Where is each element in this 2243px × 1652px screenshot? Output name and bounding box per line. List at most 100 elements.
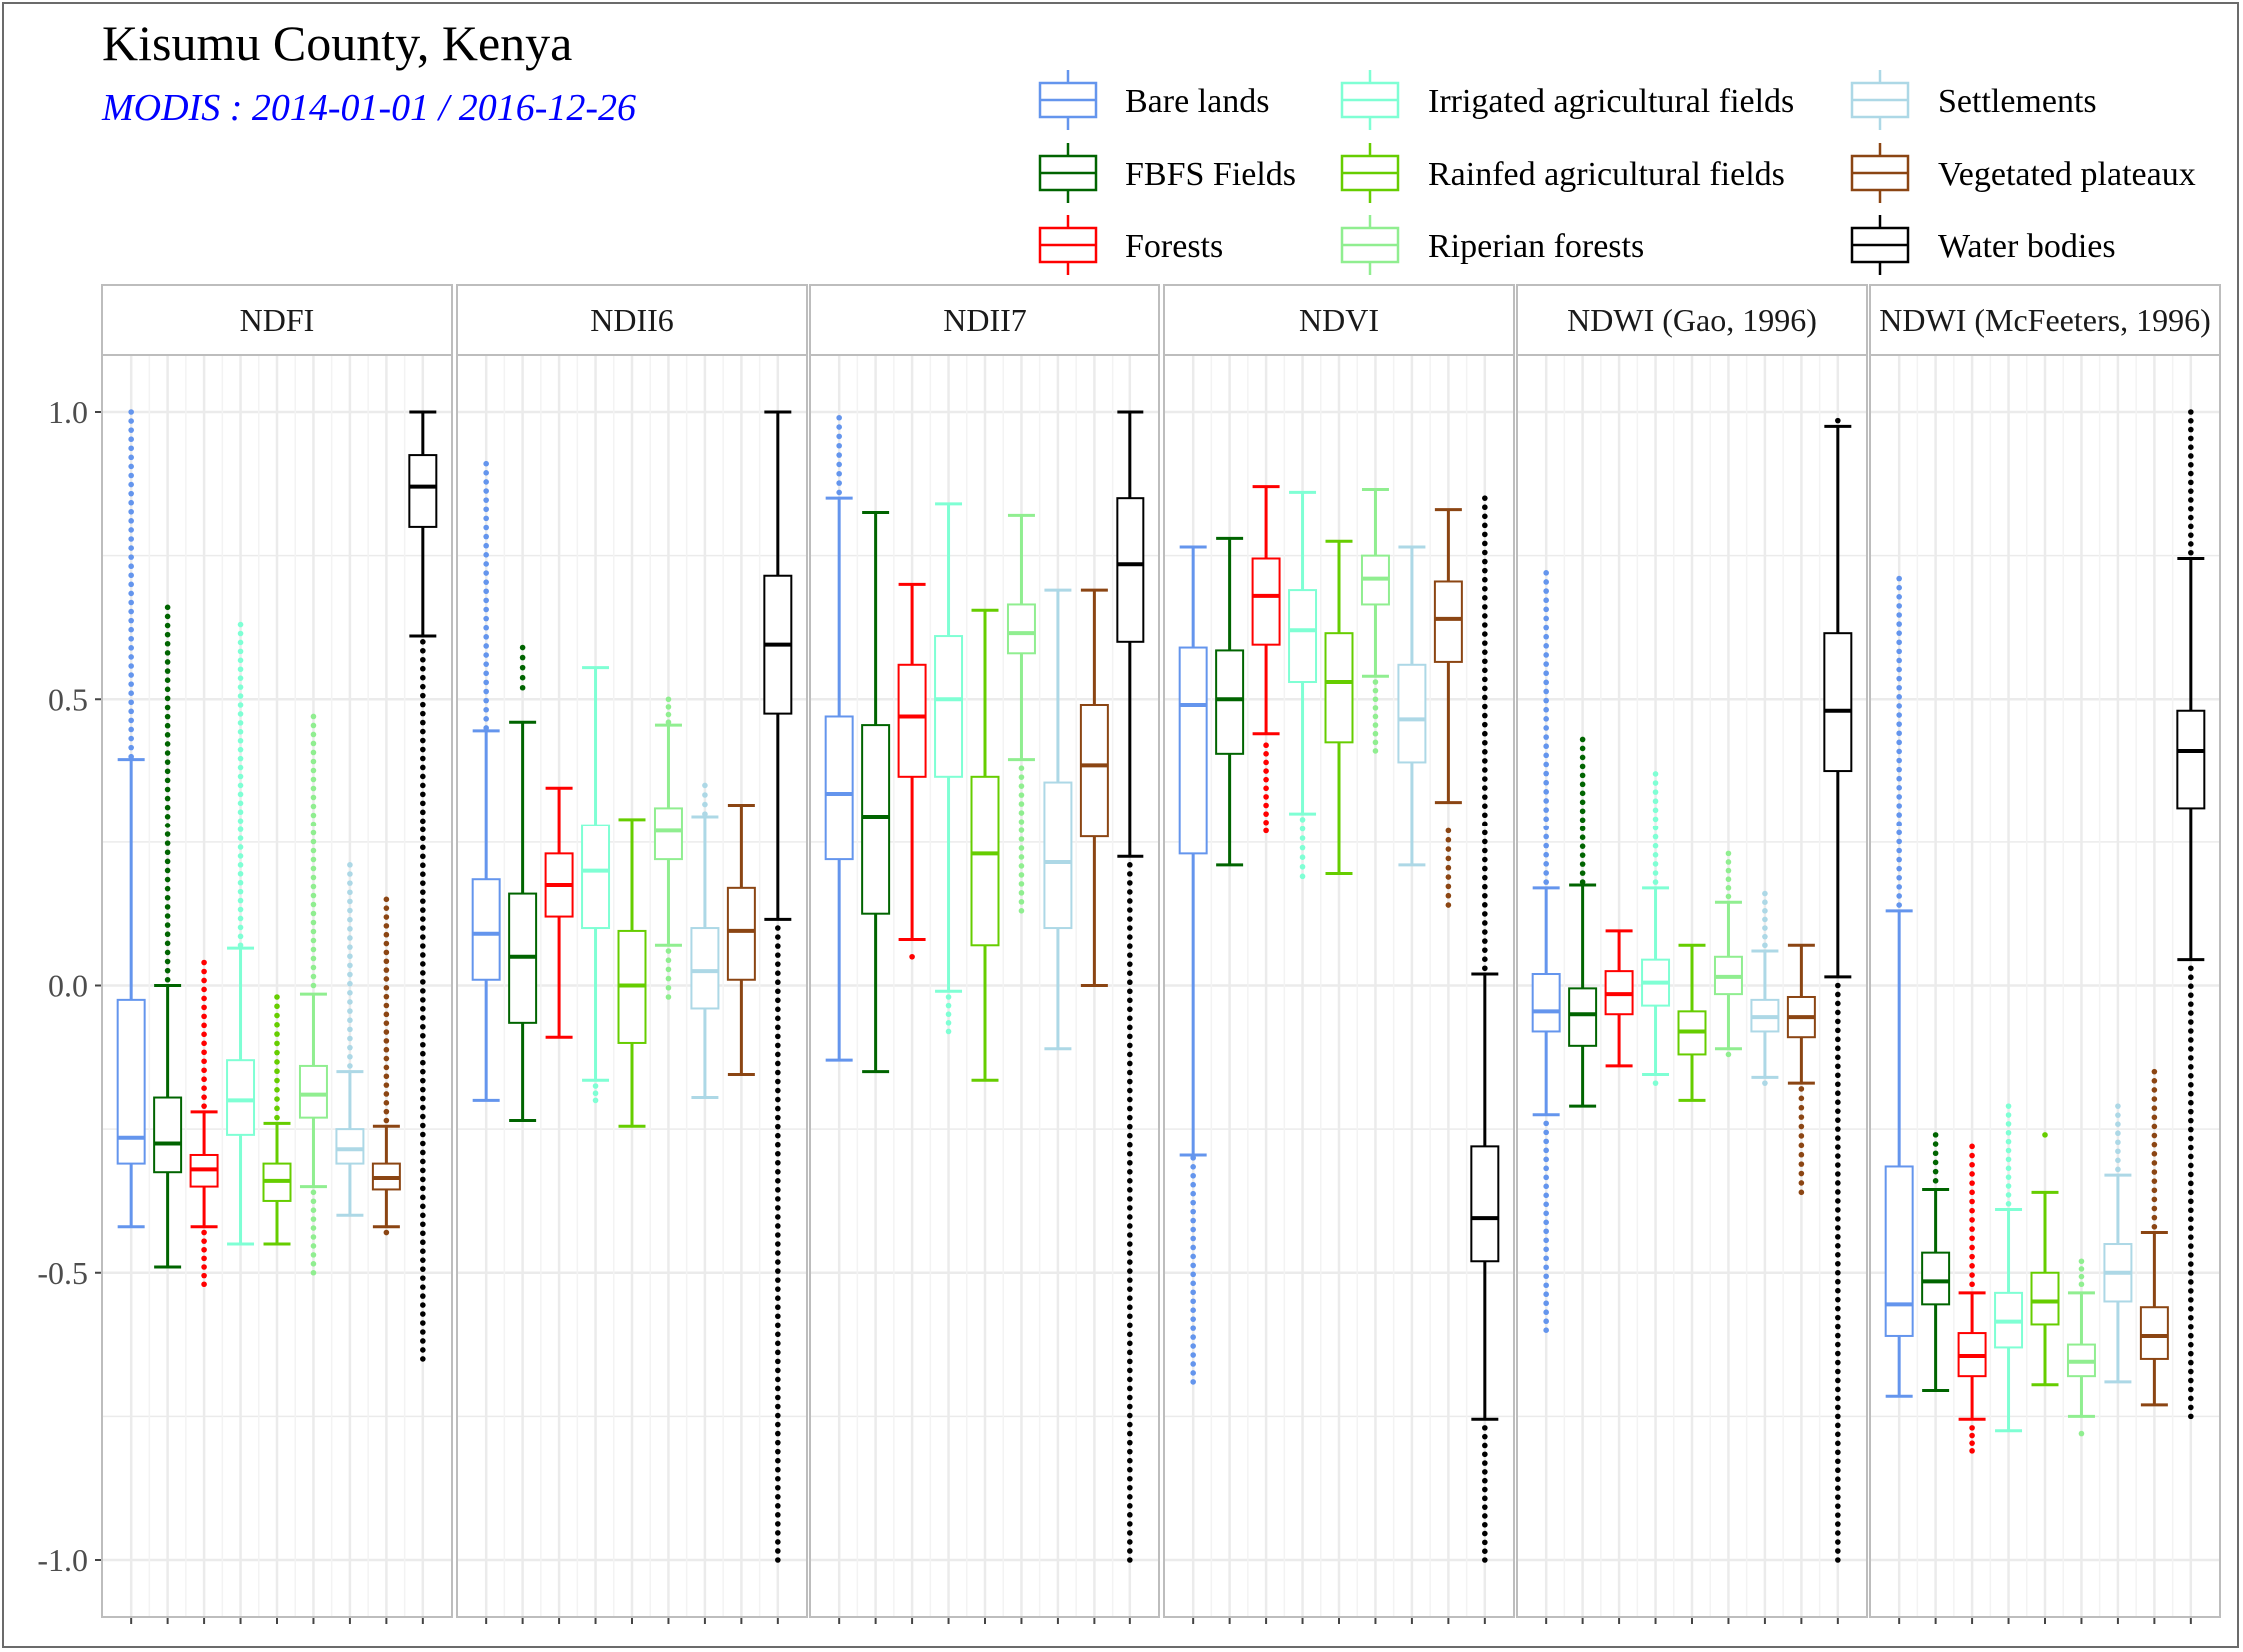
- outlier-point: [2188, 992, 2194, 998]
- outlier-point: [1127, 1214, 1133, 1220]
- outlier-point: [1190, 1262, 1196, 1269]
- outlier-point: [2188, 1279, 2194, 1285]
- box-iqr: [897, 663, 927, 778]
- outlier-point: [164, 650, 171, 656]
- outlier-point: [1543, 1183, 1549, 1190]
- outlier-point: [347, 926, 353, 932]
- outlier-point: [1482, 613, 1488, 619]
- outlier-point: [1579, 843, 1586, 849]
- outlier-point: [420, 1041, 426, 1048]
- outlier-point: [1127, 1376, 1133, 1383]
- outlier-point: [310, 722, 317, 729]
- box-vegetated-plateaux: [2139, 1068, 2169, 1407]
- outlier-point: [1896, 584, 1902, 591]
- outlier-point: [665, 696, 672, 703]
- outlier-point: [1798, 1114, 1805, 1120]
- outlier-point: [128, 654, 134, 660]
- outlier-point: [128, 699, 134, 706]
- outlier-point: [1372, 739, 1379, 746]
- outlier-point: [201, 1085, 207, 1091]
- outlier-point: [2188, 1135, 2194, 1142]
- outlier-point: [1018, 872, 1025, 878]
- outlier-point: [1543, 1165, 1549, 1172]
- outlier-point: [1127, 1178, 1133, 1184]
- outlier-point: [2188, 541, 2194, 547]
- outlier-point: [519, 654, 526, 661]
- outlier-point: [1835, 1045, 1841, 1052]
- box-iqr: [970, 775, 1000, 947]
- outlier-point: [2188, 1341, 2194, 1348]
- outlier-point: [2115, 1166, 2121, 1173]
- outlier-point: [775, 1051, 781, 1058]
- outlier-point: [1127, 1439, 1133, 1446]
- outlier-point: [237, 711, 244, 717]
- outlier-point: [420, 1185, 426, 1192]
- outlier-point: [1896, 684, 1902, 691]
- outlier-point: [1127, 1530, 1133, 1536]
- box-forests: [544, 786, 574, 1039]
- outlier-point: [1579, 861, 1586, 867]
- outlier-point: [201, 1264, 207, 1270]
- outlier-point: [1652, 842, 1659, 849]
- outlier-point: [347, 1035, 353, 1042]
- outlier-point: [1579, 879, 1586, 885]
- outlier-point: [1835, 1189, 1841, 1195]
- outlier-point: [1835, 1521, 1841, 1527]
- outlier-point: [1543, 842, 1549, 849]
- panel-strip: [1869, 284, 2221, 356]
- outlier-point: [1127, 1349, 1133, 1356]
- outlier-point: [2188, 453, 2194, 459]
- outlier-point: [164, 804, 171, 811]
- outlier-point: [665, 975, 672, 982]
- outlier-point: [383, 1108, 390, 1115]
- outlier-point: [592, 1097, 599, 1104]
- outlier-point: [1896, 757, 1902, 764]
- outlier-point: [164, 640, 171, 647]
- outlier-point: [310, 910, 317, 917]
- panel-strip-label: NDII6: [590, 302, 674, 338]
- box-irrigated-agricultural-fields: [581, 666, 611, 1104]
- outlier-point: [164, 858, 171, 865]
- outlier-point: [665, 966, 672, 973]
- outlier-point: [1127, 1403, 1133, 1410]
- outlier-point: [420, 1284, 426, 1290]
- outlier-point: [237, 773, 244, 780]
- outlier-point: [1579, 745, 1586, 752]
- outlier-point: [483, 634, 489, 640]
- outlier-point: [1896, 675, 1902, 682]
- outlier-point: [1835, 1323, 1841, 1330]
- outlier-point: [1969, 1235, 1975, 1242]
- outlier-point: [310, 749, 317, 756]
- outlier-point: [2188, 1055, 2194, 1061]
- outlier-point: [775, 1385, 781, 1392]
- outlier-point: [420, 647, 426, 654]
- outlier-point: [1543, 579, 1549, 585]
- outlier-point: [1543, 679, 1549, 686]
- outlier-point: [164, 704, 171, 711]
- outlier-point: [164, 922, 171, 928]
- outlier-point: [1835, 1539, 1841, 1545]
- outlier-point: [1372, 722, 1379, 728]
- outlier-point: [1482, 703, 1488, 710]
- box-settlements: [335, 862, 365, 1217]
- outlier-point: [1482, 1433, 1488, 1440]
- outlier-point: [2188, 1288, 2194, 1294]
- outlier-point: [2188, 974, 2194, 981]
- outlier-point: [1725, 885, 1732, 891]
- outlier-point: [1543, 1120, 1549, 1127]
- y-tick-label: 0.0: [48, 968, 88, 1004]
- outlier-point: [665, 719, 672, 726]
- outlier-point: [128, 581, 134, 588]
- box-rainfed-agricultural-fields: [970, 608, 1000, 1082]
- outlier-point: [310, 973, 317, 980]
- box-iqr: [335, 1128, 365, 1165]
- outlier-point: [2115, 1103, 2121, 1109]
- outlier-point: [1127, 1078, 1133, 1085]
- outlier-point: [775, 1331, 781, 1338]
- outlier-point: [483, 470, 489, 476]
- outlier-point: [420, 1122, 426, 1129]
- outlier-point: [1835, 1278, 1841, 1285]
- outlier-point: [1127, 1060, 1133, 1067]
- legend-item-fbfs-fields: FBFS Fields: [1038, 143, 1296, 203]
